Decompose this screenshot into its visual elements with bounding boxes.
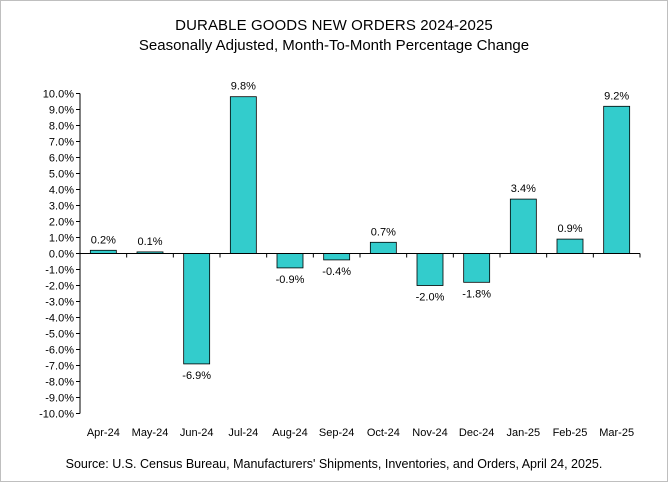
y-tick-label: -4.0% xyxy=(45,313,74,325)
y-tick-label: -9.0% xyxy=(45,393,74,405)
x-tick-label: Jun-24 xyxy=(180,427,214,439)
y-tick-label: 2.0% xyxy=(49,217,74,229)
x-tick-label: Nov-24 xyxy=(412,427,447,439)
bar xyxy=(323,253,351,261)
y-tick-label: -3.0% xyxy=(45,297,74,309)
y-axis: 10.0% 9.0% 8.0% 7.0% 6.0% 5.0% 4.0% 3.0% 2.0% 1.0… xyxy=(39,89,81,421)
y-tick-label: 1.0% xyxy=(49,233,74,245)
y-tick-label: 3.0% xyxy=(49,201,74,213)
bar xyxy=(556,238,584,254)
chart-title: DURABLE GOODS NEW ORDERS 2024-2025 xyxy=(175,17,493,34)
x-tick-label: Sep-24 xyxy=(319,427,354,439)
data-label: -6.9% xyxy=(182,370,211,382)
x-tick-label: Feb-25 xyxy=(553,427,588,439)
x-tick-label: May-24 xyxy=(132,427,169,439)
y-tick-label: 7.0% xyxy=(49,137,74,149)
y-tick-label: 8.0% xyxy=(49,121,74,133)
y-tick-label: 0.0% xyxy=(49,249,74,261)
data-label: 3.4% xyxy=(511,183,536,195)
y-tick-label: 5.0% xyxy=(49,169,74,181)
bar xyxy=(183,253,211,365)
data-label: -0.9% xyxy=(276,274,305,286)
x-axis: Apr-24 May-24 Jun-24 Jul-24 Aug-24 Sep-24 Oct-… xyxy=(79,253,641,439)
bar xyxy=(416,253,444,286)
x-tick-label: Oct-24 xyxy=(367,427,400,439)
bar xyxy=(369,241,397,254)
y-tick-label: -7.0% xyxy=(45,361,74,373)
source-note: Source: U.S. Census Bureau, Manufacturer… xyxy=(65,457,603,471)
bar xyxy=(229,96,257,254)
x-tick-label: Jan-25 xyxy=(507,427,541,439)
data-label: 0.1% xyxy=(137,236,162,248)
data-label: 9.2% xyxy=(604,90,629,102)
y-tick-label: -2.0% xyxy=(45,281,74,293)
y-tick-label: -10.0% xyxy=(39,409,74,421)
data-label: 0.9% xyxy=(557,223,582,235)
data-label: -0.4% xyxy=(322,266,351,278)
y-tick-label: -5.0% xyxy=(45,329,74,341)
y-tick-label: -6.0% xyxy=(45,345,74,357)
y-tick-label: 9.0% xyxy=(49,105,74,117)
x-tick-label: Jul-24 xyxy=(228,427,258,439)
chart-subtitle: Seasonally Adjusted, Month-To-Month Perc… xyxy=(138,37,530,54)
data-label: 9.8% xyxy=(231,81,256,93)
bars-group: 0.2% 0.1% -6.9% 9.8% -0.9% -0.4% 0.7% -2.0% -1.8… xyxy=(89,81,631,382)
y-tick-label: 6.0% xyxy=(49,153,74,165)
x-tick-label: Aug-24 xyxy=(272,427,307,439)
y-tick-label: 4.0% xyxy=(49,185,74,197)
x-tick-label: Apr-24 xyxy=(87,427,120,439)
data-label: 0.7% xyxy=(371,226,396,238)
x-tick-label: Mar-25 xyxy=(599,427,634,439)
y-tick-label: -1.0% xyxy=(45,265,74,277)
data-label: -1.8% xyxy=(462,288,491,300)
bar xyxy=(509,198,537,254)
bar xyxy=(276,253,304,269)
x-tick-label: Dec-24 xyxy=(459,427,494,439)
y-tick-label: -8.0% xyxy=(45,377,74,389)
data-label: -2.0% xyxy=(416,292,445,304)
data-label: 0.2% xyxy=(91,234,116,246)
y-tick-label: 10.0% xyxy=(43,89,74,101)
bar xyxy=(463,253,491,283)
bar xyxy=(603,105,631,254)
